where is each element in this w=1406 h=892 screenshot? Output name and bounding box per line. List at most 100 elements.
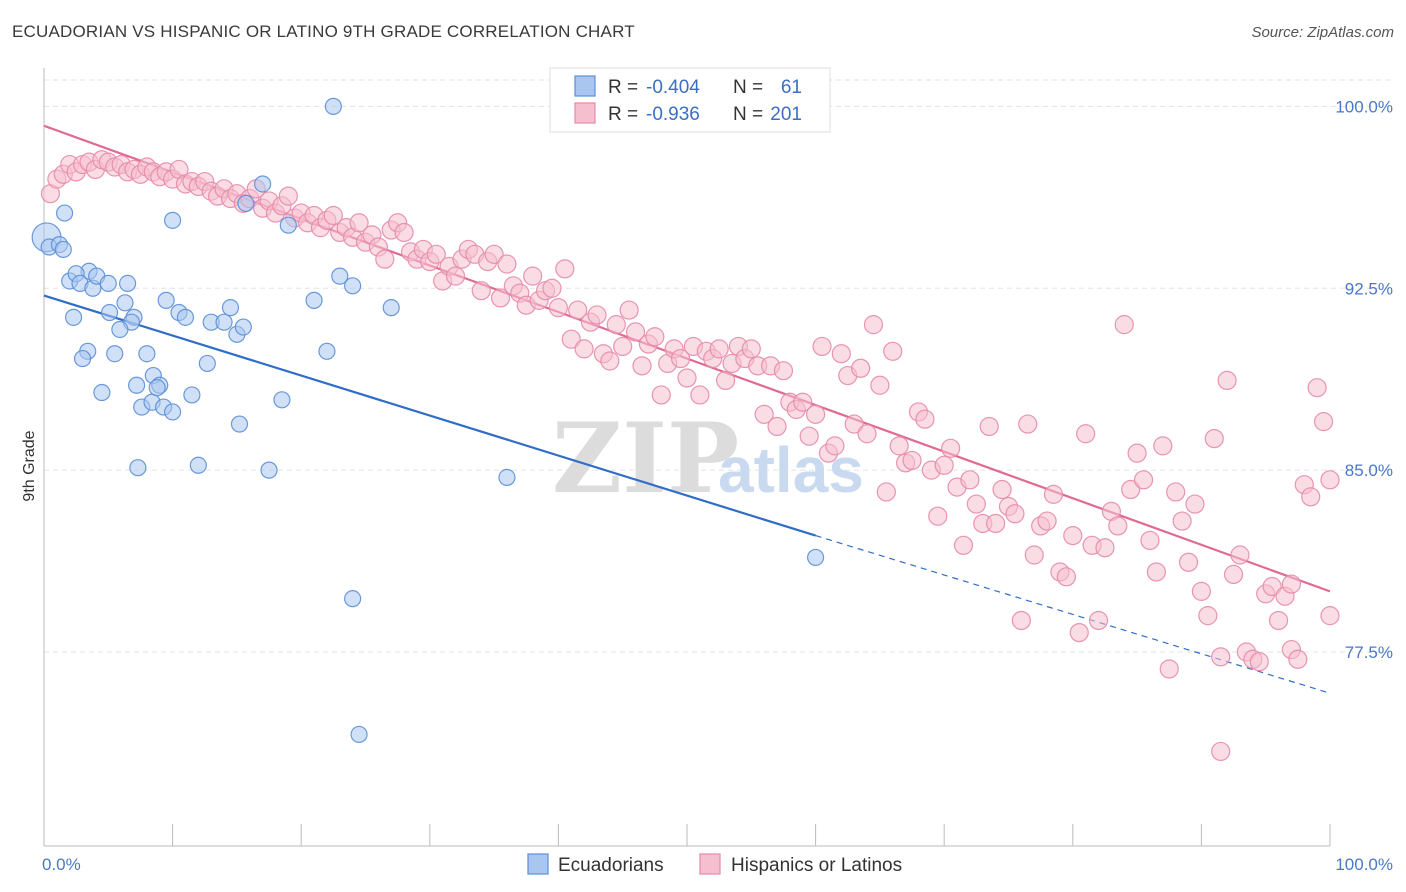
ecuadorian-point-60 [55, 204, 74, 222]
ecuadorian-point-18 [176, 308, 195, 326]
hispanic-point-166 [1108, 516, 1128, 536]
hispanic-point-177 [1178, 552, 1199, 572]
hispanic-point-182 [1211, 647, 1231, 667]
hispanic-point-201 [1211, 741, 1231, 762]
ecuadorian-point-26 [106, 345, 124, 363]
hispanic-point-173 [1153, 436, 1173, 456]
hispanic-point-79 [548, 298, 569, 318]
hispanic-point-174 [1159, 659, 1179, 679]
y-tick-label-2: 85.0% [1345, 461, 1393, 480]
ecuadorian-point-52 [382, 299, 400, 317]
legend-r-value-2: -0.936 [646, 104, 700, 125]
ecuadorian-point-3 [54, 240, 72, 259]
hispanic-point-99 [677, 368, 697, 388]
hispanic-point-81 [561, 329, 581, 349]
hispanic-point-109 [741, 339, 761, 359]
ecuadorian-point-11 [118, 274, 137, 292]
ecuadorian-trend-extension [815, 535, 1331, 694]
hispanic-point-147 [986, 513, 1006, 534]
hispanic-point-180 [1198, 606, 1218, 626]
hispanic-point-148 [992, 479, 1012, 500]
ecuadorian-point-50 [331, 267, 349, 285]
ecuadorian-point-28 [138, 345, 156, 363]
legend-swatch-ecuadorians [574, 75, 596, 97]
ecuadorian-point-31 [198, 354, 216, 373]
hispanic-point-156 [1043, 484, 1064, 504]
x-tick-label-0: 0.0% [42, 855, 81, 874]
ecuadorian-point-48 [318, 342, 336, 360]
hispanic-point-185 [1230, 545, 1250, 565]
ecuadorian-point-37 [183, 386, 201, 404]
hispanic-point-172 [1146, 562, 1166, 582]
hispanic-point-44 [323, 205, 343, 226]
legend-n-label-2: N = [733, 104, 763, 125]
ecuadorian-point-45 [324, 97, 342, 115]
hispanic-point-158 [1056, 567, 1076, 587]
ecuadorian-point-38 [273, 391, 291, 409]
bottom-legend-label-ecuadorians: Ecuadorians [558, 855, 664, 876]
hispanic-point-69 [484, 244, 504, 264]
hispanic-point-170 [1133, 470, 1154, 490]
hispanic-point-143 [960, 470, 980, 490]
hispanic-point-120 [812, 336, 832, 357]
hispanic-point-155 [1037, 511, 1057, 531]
hispanic-point-175 [1166, 482, 1186, 502]
hispanic-point-140 [941, 438, 961, 458]
hispanic-point-150 [1005, 504, 1025, 524]
legend-n-value-2: 201 [770, 104, 802, 125]
hispanic-point-160 [1069, 622, 1089, 643]
hispanic-point-114 [773, 361, 794, 381]
bottom-legend-swatch-ecuadorians [527, 853, 549, 875]
hispanic-point-200 [1320, 606, 1340, 626]
ecuadorian-point-12 [64, 308, 83, 326]
bottom-legend-swatch-hispanics [699, 853, 721, 875]
hispanic-point-138 [928, 506, 948, 526]
hispanic-point-168 [1121, 479, 1141, 500]
hispanic-point-55 [394, 222, 414, 243]
hispanic-point-82 [568, 300, 588, 320]
ecuadorian-point-47 [164, 211, 182, 229]
hispanic-point-105 [715, 370, 736, 390]
legend-r-label-1: R = [608, 77, 638, 98]
ecuadorian-point-44 [254, 175, 272, 193]
hispanic-point-136 [915, 409, 935, 429]
hispanic-point-188 [1249, 652, 1269, 672]
hispanic-point-89 [613, 336, 633, 357]
hispanic-point-167 [1114, 315, 1134, 335]
hispanic-point-181 [1204, 429, 1224, 449]
ecuadorian-point-13 [100, 303, 119, 322]
hispanic-point-75 [523, 266, 543, 286]
hispanic-point-142 [953, 535, 974, 555]
hispanic-point-139 [934, 455, 954, 475]
hispanic-point-83 [574, 339, 594, 359]
hispanic-point-85 [587, 305, 607, 325]
ecuadorian-point-59 [111, 320, 129, 339]
hispanic-point-92 [632, 356, 652, 376]
y-tick-label-0: 100.0% [1335, 97, 1393, 116]
y-tick-label-1: 92.5% [1345, 279, 1393, 298]
ecuadorian-point-36 [164, 403, 182, 421]
ecuadorian-point-41 [189, 456, 207, 474]
hispanic-point-87 [600, 351, 620, 371]
ecuadorian-point-21 [221, 299, 240, 317]
hispanic-point-198 [1313, 412, 1334, 432]
legend-r-label-2: R = [608, 104, 638, 125]
hispanic-point-117 [793, 392, 813, 412]
hispanic-point-128 [863, 315, 884, 335]
ecuadorian-point-43 [279, 216, 297, 234]
hispanic-point-113 [767, 416, 787, 437]
ecuadorian-point-55 [344, 590, 362, 608]
hispanic-point-98 [670, 348, 691, 369]
hispanic-point-90 [619, 300, 639, 320]
hispanic-point-178 [1185, 494, 1205, 514]
hispanic-point-169 [1127, 443, 1147, 463]
ecuadorian-point-40 [129, 459, 147, 477]
ecuadorian-point-51 [305, 291, 323, 309]
ecuadorian-point-16 [157, 291, 175, 309]
legend-r-value-1: -0.404 [646, 77, 700, 98]
hispanic-point-127 [857, 424, 877, 444]
hispanic-point-151 [1011, 610, 1031, 631]
hispanic-point-37 [278, 186, 298, 206]
hispanic-point-67 [471, 281, 491, 301]
hispanic-point-179 [1191, 581, 1212, 601]
